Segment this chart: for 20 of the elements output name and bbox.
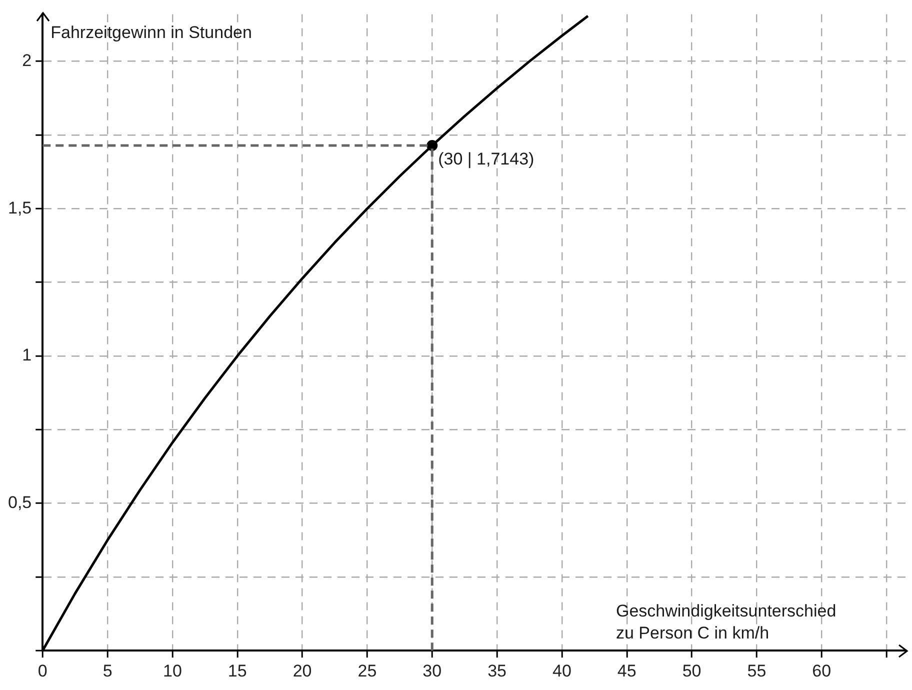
x-tick-label: 40 [552,661,572,680]
x-tick-label: 50 [682,661,702,680]
x-tick-label: 30 [422,661,442,680]
y-axis-title: Fahrzeitgewinn in Stunden [50,23,252,42]
x-tick-label: 5 [102,661,112,680]
x-tick-label: 55 [747,661,766,680]
y-tick-label: 2 [22,51,32,70]
annotation: (30 | 1,7143) [438,150,534,169]
x-tick-label: 10 [163,661,182,680]
x-tick-label: 25 [358,661,377,680]
x-tick-label: 20 [292,661,312,680]
x-tick-label: 60 [812,661,832,680]
y-tick-label: 1 [22,346,32,365]
x-tick-label: 0 [38,661,48,680]
x-tick-label: 15 [228,661,247,680]
y-tick-label: 0,5 [8,492,32,512]
x-axis-title: Geschwindigkeitsunterschied zu Person C in km/h [616,602,836,643]
x-tick-label: 45 [617,661,636,680]
x-tick-label: 35 [488,661,506,680]
y-tick-label: 1,5 [8,198,32,218]
